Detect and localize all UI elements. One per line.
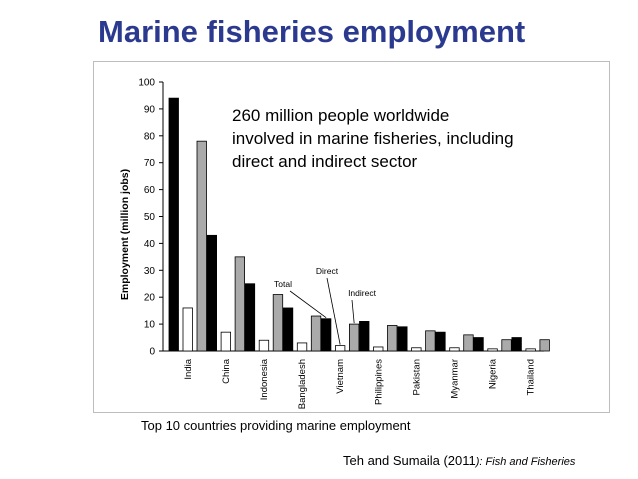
y-tick-label: 50 bbox=[144, 212, 156, 223]
indirect-bar bbox=[425, 330, 436, 352]
total-bar bbox=[282, 307, 294, 352]
y-tick-label: 100 bbox=[138, 78, 155, 89]
x-tick-label: India bbox=[183, 358, 194, 379]
direct-bar bbox=[411, 347, 422, 352]
x-tick-label: China bbox=[221, 358, 232, 384]
direct-bar bbox=[373, 346, 384, 352]
total-bar bbox=[244, 283, 256, 352]
employment-bar-chart: 0 10 20 30 40 50 60 70 80 90 100 Employment (millio… bbox=[119, 78, 550, 409]
slide-title: Marine fisheries employment bbox=[98, 14, 526, 49]
indirect-bar bbox=[272, 294, 284, 352]
direct-bar bbox=[525, 348, 536, 352]
indirect-bar bbox=[539, 339, 550, 352]
chart-frame: 0 10 20 30 40 50 60 70 80 90 100 Employment (millio… bbox=[93, 61, 610, 413]
direct-bar bbox=[334, 345, 346, 352]
direct-bar bbox=[449, 347, 460, 352]
annotation-leader-line bbox=[351, 299, 355, 324]
y-tick-label: 30 bbox=[144, 266, 156, 277]
x-tick-label: Nigeria bbox=[488, 358, 499, 389]
indirect-bar bbox=[348, 323, 360, 352]
y-tick-label: 0 bbox=[149, 347, 155, 358]
annotation-leader-line bbox=[326, 277, 341, 345]
y-tick-label: 10 bbox=[144, 320, 156, 331]
direct-bar bbox=[258, 339, 270, 352]
x-tick-label: Vietnam bbox=[335, 359, 346, 394]
callout-text: 260 million people worldwide involved in… bbox=[232, 104, 612, 173]
y-tick-label: 40 bbox=[144, 239, 156, 250]
direct-bar bbox=[487, 348, 498, 352]
x-tick-label: Myanmar bbox=[449, 359, 460, 399]
y-tick-label: 20 bbox=[144, 293, 156, 304]
total-bar bbox=[320, 318, 332, 352]
callout-line-1: 260 million people worldwide bbox=[232, 106, 450, 125]
y-tick-label: 90 bbox=[144, 104, 156, 115]
y-tick-label: 60 bbox=[144, 185, 156, 196]
annotation-label: Indirect bbox=[348, 288, 377, 298]
chart-caption: Top 10 countries providing marine employ… bbox=[141, 418, 411, 433]
x-tick-label: Pakistan bbox=[411, 359, 422, 395]
total-bar bbox=[511, 337, 522, 352]
total-bar bbox=[359, 321, 370, 352]
x-tick-label: Bangladesh bbox=[297, 359, 308, 409]
direct-bar bbox=[182, 307, 193, 352]
annotation-leader-line bbox=[289, 290, 327, 319]
indirect-bar bbox=[501, 339, 512, 352]
y-tick-label: 70 bbox=[144, 158, 156, 169]
y-axis-title: Employment (million jobs) bbox=[119, 169, 131, 300]
citation-journal: ): Fish and Fisheries bbox=[475, 456, 576, 468]
x-tick-label: Thailand bbox=[526, 359, 537, 395]
annotation-label: Total bbox=[274, 279, 292, 289]
total-bar bbox=[473, 337, 484, 352]
total-bar bbox=[168, 97, 179, 352]
indirect-bar bbox=[196, 140, 207, 352]
callout-line-2: involved in marine fisheries, including bbox=[232, 129, 514, 148]
total-bar bbox=[397, 326, 408, 352]
direct-bar bbox=[296, 342, 308, 352]
citation-authors: Teh and Sumaila (2011 bbox=[343, 453, 476, 468]
y-tick-label: 80 bbox=[144, 131, 156, 142]
direct-bar bbox=[220, 331, 231, 352]
indirect-bar bbox=[387, 325, 398, 352]
x-tick-label: Indonesia bbox=[259, 358, 270, 400]
total-bar bbox=[206, 234, 217, 352]
annotation-label: Direct bbox=[316, 266, 339, 276]
indirect-bar bbox=[234, 256, 246, 352]
indirect-bar bbox=[463, 334, 474, 352]
indirect-bar bbox=[310, 315, 322, 352]
total-bar bbox=[435, 331, 446, 352]
callout-line-3: direct and indirect sector bbox=[232, 152, 418, 171]
citation: Teh and Sumaila (2011): Fish and Fisheri… bbox=[343, 452, 575, 470]
x-tick-label: Philippines bbox=[373, 359, 384, 405]
